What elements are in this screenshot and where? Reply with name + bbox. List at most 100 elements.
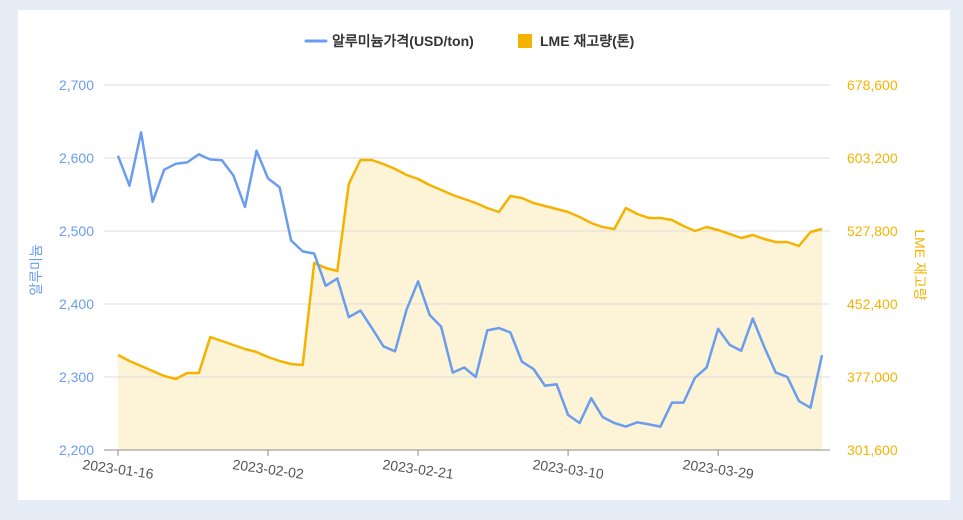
- price-point[interactable]: [150, 199, 156, 205]
- stock-point[interactable]: [554, 206, 560, 212]
- price-point[interactable]: [588, 395, 594, 401]
- price-point[interactable]: [554, 381, 560, 387]
- stock-point[interactable]: [242, 346, 248, 352]
- stock-point[interactable]: [357, 157, 363, 163]
- price-point[interactable]: [808, 405, 814, 411]
- stock-point[interactable]: [761, 236, 767, 242]
- price-point[interactable]: [761, 344, 767, 350]
- price-point[interactable]: [681, 400, 687, 406]
- stock-point[interactable]: [796, 243, 802, 249]
- stock-point[interactable]: [646, 215, 652, 221]
- price-point[interactable]: [277, 184, 283, 190]
- stock-point[interactable]: [346, 181, 352, 187]
- stock-point[interactable]: [634, 211, 640, 217]
- price-point[interactable]: [138, 129, 144, 135]
- price-point[interactable]: [184, 159, 190, 165]
- price-point[interactable]: [323, 283, 329, 289]
- stock-point[interactable]: [577, 214, 583, 220]
- price-point[interactable]: [750, 316, 756, 322]
- stock-point[interactable]: [196, 370, 202, 376]
- price-point[interactable]: [577, 420, 583, 426]
- price-point[interactable]: [531, 366, 537, 372]
- stock-point[interactable]: [161, 373, 167, 379]
- stock-point[interactable]: [254, 349, 260, 355]
- stock-point[interactable]: [380, 161, 386, 167]
- price-point[interactable]: [300, 248, 306, 254]
- stock-point[interactable]: [808, 229, 814, 235]
- stock-point[interactable]: [531, 200, 537, 206]
- price-point[interactable]: [161, 167, 167, 173]
- price-point[interactable]: [380, 343, 386, 349]
- stock-point[interactable]: [184, 370, 190, 376]
- price-point[interactable]: [254, 148, 260, 154]
- stock-point[interactable]: [473, 200, 479, 206]
- price-point[interactable]: [565, 412, 571, 418]
- price-point[interactable]: [507, 330, 513, 336]
- stock-point[interactable]: [427, 182, 433, 188]
- price-point[interactable]: [519, 359, 525, 365]
- price-point[interactable]: [634, 419, 640, 425]
- price-point[interactable]: [461, 365, 467, 371]
- price-point[interactable]: [334, 276, 340, 282]
- price-point[interactable]: [727, 342, 733, 348]
- stock-point[interactable]: [323, 265, 329, 271]
- stock-point[interactable]: [819, 226, 825, 232]
- price-point[interactable]: [542, 383, 548, 389]
- stock-point[interactable]: [611, 226, 617, 232]
- stock-point[interactable]: [738, 235, 744, 241]
- stock-point[interactable]: [623, 205, 629, 211]
- price-point[interactable]: [196, 151, 202, 157]
- stock-point[interactable]: [438, 187, 444, 193]
- price-point[interactable]: [392, 348, 398, 354]
- stock-point[interactable]: [334, 268, 340, 274]
- legend-item-stock[interactable]: LME 재고량(톤): [518, 33, 634, 49]
- stock-point[interactable]: [750, 232, 756, 238]
- stock-point[interactable]: [311, 260, 317, 266]
- price-point[interactable]: [311, 251, 317, 257]
- price-point[interactable]: [450, 370, 456, 376]
- price-point[interactable]: [738, 348, 744, 354]
- stock-point[interactable]: [784, 239, 790, 245]
- stock-point[interactable]: [657, 215, 663, 221]
- stock-point[interactable]: [150, 368, 156, 374]
- price-point[interactable]: [357, 308, 363, 314]
- price-point[interactable]: [692, 375, 698, 381]
- stock-point[interactable]: [115, 352, 121, 358]
- price-point[interactable]: [484, 327, 490, 333]
- price-point[interactable]: [427, 312, 433, 318]
- price-point[interactable]: [127, 183, 133, 189]
- price-point[interactable]: [415, 278, 421, 284]
- price-point[interactable]: [369, 325, 375, 331]
- price-point[interactable]: [230, 173, 236, 179]
- price-point[interactable]: [115, 153, 121, 159]
- price-point[interactable]: [404, 307, 410, 313]
- stock-point[interactable]: [265, 354, 271, 360]
- stock-point[interactable]: [727, 231, 733, 237]
- stock-point[interactable]: [484, 205, 490, 211]
- price-point[interactable]: [496, 325, 502, 331]
- price-point[interactable]: [657, 424, 663, 430]
- price-point[interactable]: [346, 314, 352, 320]
- stock-point[interactable]: [230, 342, 236, 348]
- stock-point[interactable]: [715, 227, 721, 233]
- price-point[interactable]: [473, 374, 479, 380]
- price-point[interactable]: [773, 370, 779, 376]
- price-point[interactable]: [669, 400, 675, 406]
- price-point[interactable]: [784, 374, 790, 380]
- price-point[interactable]: [715, 326, 721, 332]
- stock-point[interactable]: [519, 195, 525, 201]
- stock-point[interactable]: [207, 334, 213, 340]
- stock-point[interactable]: [681, 223, 687, 229]
- stock-point[interactable]: [588, 220, 594, 226]
- stock-point[interactable]: [450, 192, 456, 198]
- price-point[interactable]: [219, 157, 225, 163]
- stock-point[interactable]: [600, 224, 606, 230]
- price-point[interactable]: [288, 238, 294, 244]
- price-point[interactable]: [173, 161, 179, 167]
- price-point[interactable]: [646, 421, 652, 427]
- stock-point[interactable]: [277, 358, 283, 364]
- stock-point[interactable]: [300, 362, 306, 368]
- stock-point[interactable]: [369, 157, 375, 163]
- price-point[interactable]: [207, 157, 213, 163]
- stock-point[interactable]: [127, 358, 133, 364]
